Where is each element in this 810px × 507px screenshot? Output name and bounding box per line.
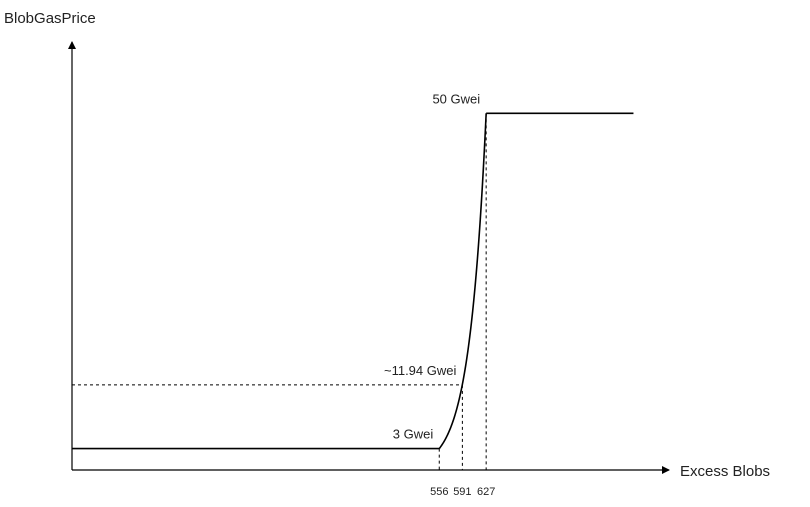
value-label-591: ~11.94 Gwei: [384, 363, 457, 378]
price-series: [72, 112, 634, 450]
value-label-556: 3 Gwei: [393, 427, 434, 442]
value-label-627: 50 Gwei: [432, 91, 480, 106]
price-curve: [438, 113, 487, 450]
x-tick-label-591: 591: [453, 486, 471, 498]
y-axis-title: BlobGasPrice: [4, 10, 96, 27]
x-tick-label-627: 627: [477, 486, 495, 498]
x-tick-label-556: 556: [430, 486, 448, 498]
guide-lines: [72, 113, 487, 470]
marker-labels: 556 3 Gwei 591 ~11.94 Gwei 627 50 Gwei: [384, 91, 495, 498]
x-axis-title: Excess Blobs: [680, 463, 770, 480]
